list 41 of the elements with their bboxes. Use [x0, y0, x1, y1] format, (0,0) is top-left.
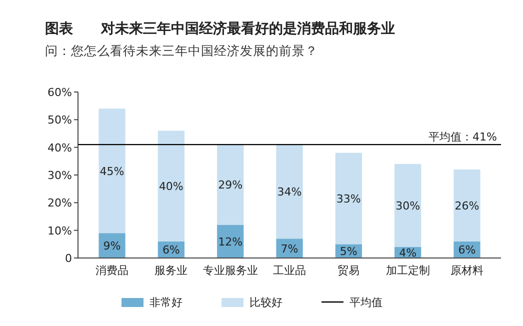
legend-label: 非常好 — [150, 296, 182, 309]
x-tick-label: 原材料 — [450, 264, 484, 277]
data-label: 33% — [336, 192, 361, 206]
x-tick-label: 专业服务业 — [202, 264, 258, 277]
chart-title: 图表 对未来三年中国经济最看好的是消费品和服务业 — [45, 20, 395, 37]
ref-line-label: 平均值：41% — [428, 130, 497, 144]
bar — [454, 169, 480, 242]
x-tick-label: 工业品 — [273, 264, 306, 277]
y-tick-label: 0 — [65, 252, 72, 265]
data-label: 26% — [454, 199, 480, 212]
bar — [335, 152, 362, 244]
data-label: 4% — [399, 246, 417, 260]
bar — [98, 108, 126, 234]
data-label: 30% — [396, 199, 420, 212]
data-label: 29% — [218, 178, 243, 192]
data-label: 12% — [218, 235, 243, 248]
legend-label: 比较好 — [250, 296, 282, 309]
y-tick-label: 50% — [48, 114, 72, 127]
bar — [394, 164, 422, 247]
y-tick-label: 40% — [48, 141, 72, 154]
data-label: 34% — [277, 186, 302, 199]
data-label: 6% — [162, 244, 180, 257]
x-tick-label: 贸易 — [338, 264, 360, 277]
y-tick-label: 10% — [48, 224, 72, 238]
bar — [217, 144, 244, 225]
data-label: 45% — [100, 164, 124, 178]
y-tick-label: 60% — [48, 86, 72, 99]
data-label: 5% — [340, 245, 358, 258]
y-tick-label: 20% — [48, 196, 72, 210]
y-tick-label: 30% — [48, 169, 72, 182]
data-label: 40% — [158, 180, 184, 194]
x-tick-label: 加工定制 — [386, 264, 430, 277]
bar — [158, 130, 184, 242]
data-label: 7% — [280, 242, 298, 256]
chart-subtitle: 问：您怎么看待未来三年中国经济发展的前景？ — [45, 43, 318, 58]
x-tick-label: 服务业 — [154, 264, 188, 277]
x-tick-label: 消费品 — [96, 264, 129, 277]
data-label: 9% — [103, 240, 121, 253]
data-label: 6% — [458, 244, 476, 257]
text: 平均值 — [350, 296, 382, 309]
bar — [276, 144, 303, 239]
